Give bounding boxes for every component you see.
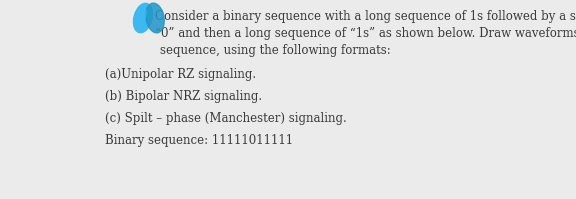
Text: sequence, using the following formats:: sequence, using the following formats: <box>160 44 391 57</box>
Text: “0” and then a long sequence of “1s” as shown below. Draw waveforms for this: “0” and then a long sequence of “1s” as … <box>155 27 576 40</box>
Text: (c) Spilt – phase (Manchester) signaling.: (c) Spilt – phase (Manchester) signaling… <box>105 112 347 125</box>
Text: (b) Bipolar NRZ signaling.: (b) Bipolar NRZ signaling. <box>105 90 262 103</box>
Ellipse shape <box>134 3 153 33</box>
Text: Binary sequence: 11111011111: Binary sequence: 11111011111 <box>105 134 293 147</box>
Text: Consider a binary sequence with a long sequence of 1s followed by a single: Consider a binary sequence with a long s… <box>155 10 576 23</box>
Text: (a)Unipolar RZ signaling.: (a)Unipolar RZ signaling. <box>105 68 256 81</box>
Ellipse shape <box>138 8 146 22</box>
Ellipse shape <box>146 3 164 33</box>
